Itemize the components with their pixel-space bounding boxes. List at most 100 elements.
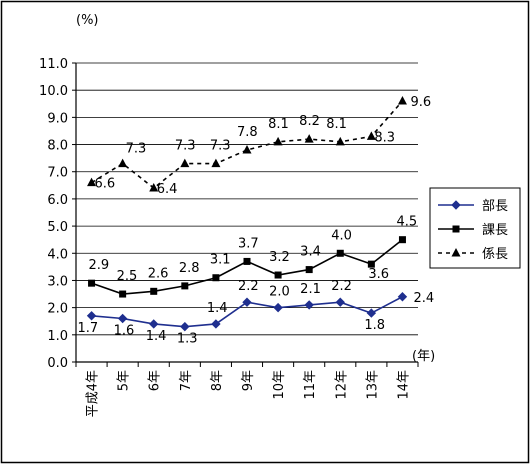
x-tick-label: 13年 [365, 370, 380, 400]
data-point-subsection-chief [211, 158, 221, 168]
data-label-section-chief: 4.0 [331, 228, 352, 243]
data-label-section-chief: 4.5 [396, 215, 417, 230]
data-label-subsection-chief: 8.2 [299, 114, 320, 129]
data-point-section-chief [398, 236, 406, 244]
data-point-subsection-chief [304, 134, 314, 143]
x-tick-label: 6年 [148, 370, 163, 391]
data-label-department-head: 1.3 [177, 332, 198, 347]
data-point-subsection-chief [87, 177, 97, 187]
data-label-department-head: 1.4 [146, 329, 167, 344]
y-tick-label: 0.0 [47, 356, 68, 371]
y-tick-label: 2.0 [47, 302, 68, 317]
data-point-department-head [86, 311, 97, 321]
data-point-section-chief [243, 257, 251, 265]
x-axis-unit-label: (年) [412, 349, 435, 364]
data-label-subsection-chief: 9.6 [410, 95, 431, 110]
data-label-subsection-chief: 7.8 [237, 125, 258, 140]
y-tick-label: 4.0 [47, 247, 68, 262]
data-point-section-chief [119, 290, 127, 298]
data-label-section-chief: 2.8 [179, 261, 200, 276]
data-point-department-head [117, 313, 128, 324]
data-label-section-chief: 2.9 [89, 258, 110, 273]
data-point-department-head [149, 319, 159, 329]
data-label-section-chief: 3.2 [269, 250, 290, 265]
y-tick-label: 11.0 [39, 57, 68, 72]
data-point-subsection-chief [118, 158, 128, 168]
data-point-department-head [366, 308, 377, 318]
data-label-subsection-chief: 8.1 [268, 117, 289, 132]
grid-layer [76, 62, 418, 336]
data-label-department-head: 1.8 [364, 318, 385, 333]
data-label-department-head: 2.1 [300, 282, 321, 297]
data-point-section-chief [367, 260, 375, 268]
series-layer [86, 96, 408, 332]
data-point-section-chief [336, 249, 344, 257]
data-label-layer: 1.7 1.6 1.4 1.3 1.4 2.2 2.0 2.1 2.2 1.8 2.4 2.9 2.5 2… [78, 95, 435, 347]
x-tick-label: 10年 [272, 370, 287, 400]
y-axis-unit-label: (%) [76, 13, 99, 28]
legend-swatch-marker-section-chief [452, 225, 460, 233]
y-tick-label: 6.0 [47, 193, 68, 208]
x-tick-label: 7年 [179, 370, 194, 391]
legend-label-subsection-chief: 係長 [482, 247, 508, 262]
data-label-department-head: 1.4 [207, 301, 228, 316]
y-tick-label: 9.0 [47, 111, 68, 126]
data-point-subsection-chief [273, 136, 283, 146]
data-point-subsection-chief [366, 131, 376, 140]
data-label-subsection-chief: 8.1 [326, 117, 347, 132]
y-tick-label: 10.0 [39, 84, 68, 99]
data-label-department-head: 2.2 [238, 279, 259, 294]
data-point-subsection-chief [242, 144, 252, 154]
data-point-section-chief [305, 266, 313, 274]
data-point-department-head [211, 319, 221, 329]
data-label-department-head: 1.7 [78, 321, 99, 336]
legend-swatch-marker-department-head [451, 200, 461, 210]
data-point-section-chief [88, 279, 96, 287]
data-label-subsection-chief: 8.3 [374, 130, 395, 145]
data-label-section-chief: 2.5 [117, 269, 138, 284]
data-label-department-head: 2.0 [269, 285, 290, 300]
x-tick-label: 5年 [117, 370, 132, 391]
data-label-section-chief: 3.4 [300, 245, 321, 260]
y-tick-label: 1.0 [47, 329, 68, 344]
legend-swatch-marker-subsection-chief [451, 248, 461, 257]
data-point-subsection-chief [149, 183, 159, 192]
y-tick-label: 7.0 [47, 166, 68, 181]
legend-label-department-head: 部長 [482, 199, 508, 214]
data-label-department-head: 2.4 [413, 291, 434, 306]
x-tick-label: 平成4年 [86, 370, 101, 417]
y-tick-label: 5.0 [47, 220, 68, 235]
x-tick-label: 9年 [241, 370, 256, 391]
x-tick-label: 12年 [334, 370, 349, 400]
data-point-section-chief [181, 282, 189, 290]
data-point-section-chief [212, 274, 220, 282]
y-tick-label: 3.0 [47, 274, 68, 289]
x-tick-label: 14年 [396, 370, 411, 400]
data-point-department-head [304, 300, 314, 310]
data-label-subsection-chief: 7.3 [210, 139, 231, 154]
data-label-department-head: 2.2 [331, 279, 352, 294]
data-point-subsection-chief [397, 96, 407, 105]
x-tick-label: 11年 [303, 370, 318, 400]
legend-label-section-chief: 課長 [482, 222, 508, 238]
data-label-section-chief: 3.1 [210, 253, 231, 268]
data-point-department-head [397, 292, 408, 302]
data-point-subsection-chief [335, 136, 345, 146]
data-label-section-chief: 3.7 [238, 236, 259, 251]
legend-box [429, 187, 521, 269]
data-point-section-chief [150, 287, 158, 295]
data-point-department-head [335, 297, 345, 307]
data-point-department-head [180, 321, 190, 332]
data-point-subsection-chief [180, 158, 190, 168]
data-label-section-chief: 2.6 [148, 266, 169, 281]
y-tick-label: 8.0 [47, 139, 68, 154]
data-point-department-head [273, 302, 283, 313]
data-label-subsection-chief: 6.4 [157, 182, 178, 197]
data-label-department-head: 1.6 [114, 324, 135, 339]
data-label-section-chief: 3.6 [368, 267, 389, 282]
data-label-subsection-chief: 7.3 [175, 139, 196, 154]
data-point-department-head [242, 297, 252, 307]
